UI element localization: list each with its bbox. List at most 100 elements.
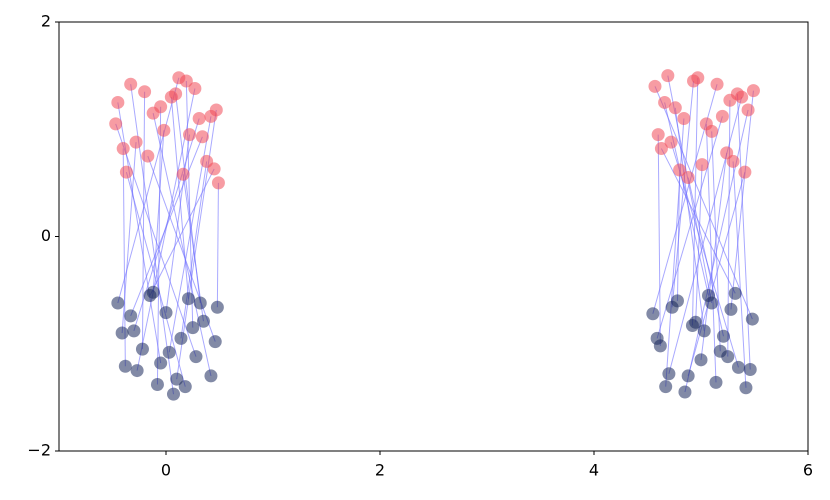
- point: [728, 286, 742, 300]
- point: [192, 112, 206, 126]
- point: [746, 84, 760, 98]
- point: [694, 353, 708, 367]
- point: [681, 171, 695, 185]
- x-tick-label: 0: [161, 461, 171, 480]
- y-tick-label: −2: [27, 441, 51, 460]
- point: [176, 167, 190, 181]
- point: [709, 375, 723, 389]
- point: [648, 79, 662, 93]
- point: [154, 356, 168, 370]
- link-line: [674, 107, 705, 331]
- point: [188, 81, 202, 95]
- point: [723, 93, 737, 107]
- point: [705, 296, 719, 310]
- link-line: [130, 136, 203, 317]
- link-line: [185, 80, 194, 328]
- link-line: [732, 161, 747, 388]
- point: [141, 149, 155, 163]
- point: [157, 123, 171, 137]
- point: [661, 69, 675, 83]
- point: [146, 106, 160, 120]
- link-line: [216, 182, 219, 308]
- point: [115, 326, 129, 340]
- point: [162, 345, 176, 359]
- y-tick-label: 0: [41, 226, 51, 245]
- point: [200, 154, 214, 168]
- point: [208, 335, 222, 349]
- link-line: [656, 116, 723, 339]
- point: [138, 85, 152, 99]
- link-line: [125, 172, 186, 387]
- point: [695, 158, 709, 172]
- point: [745, 312, 759, 326]
- link-line: [711, 131, 721, 352]
- point: [193, 296, 207, 310]
- point: [211, 176, 225, 190]
- point: [178, 380, 192, 394]
- point: [678, 385, 692, 399]
- point: [658, 95, 672, 109]
- point: [181, 292, 195, 306]
- point: [146, 285, 160, 299]
- point: [681, 369, 695, 383]
- point: [195, 130, 209, 144]
- point: [159, 306, 173, 320]
- point: [116, 142, 130, 156]
- link-line: [175, 93, 201, 304]
- link-line: [117, 77, 180, 304]
- point: [646, 307, 660, 321]
- link-line: [115, 123, 197, 357]
- point: [174, 331, 188, 345]
- point: [189, 350, 203, 364]
- point: [196, 314, 210, 328]
- point: [111, 296, 125, 310]
- point: [664, 135, 678, 149]
- link-line: [170, 97, 189, 299]
- point: [668, 101, 682, 115]
- point: [170, 372, 184, 386]
- point: [721, 350, 735, 364]
- point: [715, 109, 729, 123]
- point: [150, 378, 164, 392]
- y-tick-label: 2: [41, 12, 51, 31]
- link-line: [654, 86, 753, 320]
- x-tick-label: 4: [589, 461, 599, 480]
- point: [169, 87, 183, 101]
- point: [665, 300, 679, 314]
- link-line: [691, 77, 699, 326]
- point: [705, 124, 719, 138]
- point: [111, 95, 125, 109]
- point: [130, 364, 144, 378]
- point: [677, 112, 691, 126]
- point: [204, 369, 218, 383]
- point: [724, 302, 738, 316]
- point: [654, 142, 668, 156]
- point: [209, 103, 223, 117]
- point: [124, 77, 138, 91]
- link-line: [665, 118, 685, 387]
- point: [687, 74, 701, 88]
- point: [738, 165, 752, 179]
- point: [650, 331, 664, 345]
- point: [179, 74, 193, 88]
- point: [183, 128, 197, 142]
- point: [186, 321, 200, 335]
- point: [109, 117, 123, 131]
- point: [710, 77, 724, 91]
- link-line: [152, 130, 165, 293]
- point: [716, 329, 730, 343]
- x-tick-label: 6: [803, 461, 813, 480]
- point: [127, 324, 141, 338]
- link-line: [141, 91, 146, 350]
- link-line: [695, 164, 703, 323]
- point: [731, 360, 745, 374]
- link-line: [149, 168, 215, 296]
- point: [697, 324, 711, 338]
- point: [210, 300, 224, 314]
- link-line: [147, 155, 216, 342]
- point: [651, 128, 665, 142]
- point: [726, 154, 740, 168]
- link-line: [121, 142, 137, 334]
- link-line: [657, 134, 661, 346]
